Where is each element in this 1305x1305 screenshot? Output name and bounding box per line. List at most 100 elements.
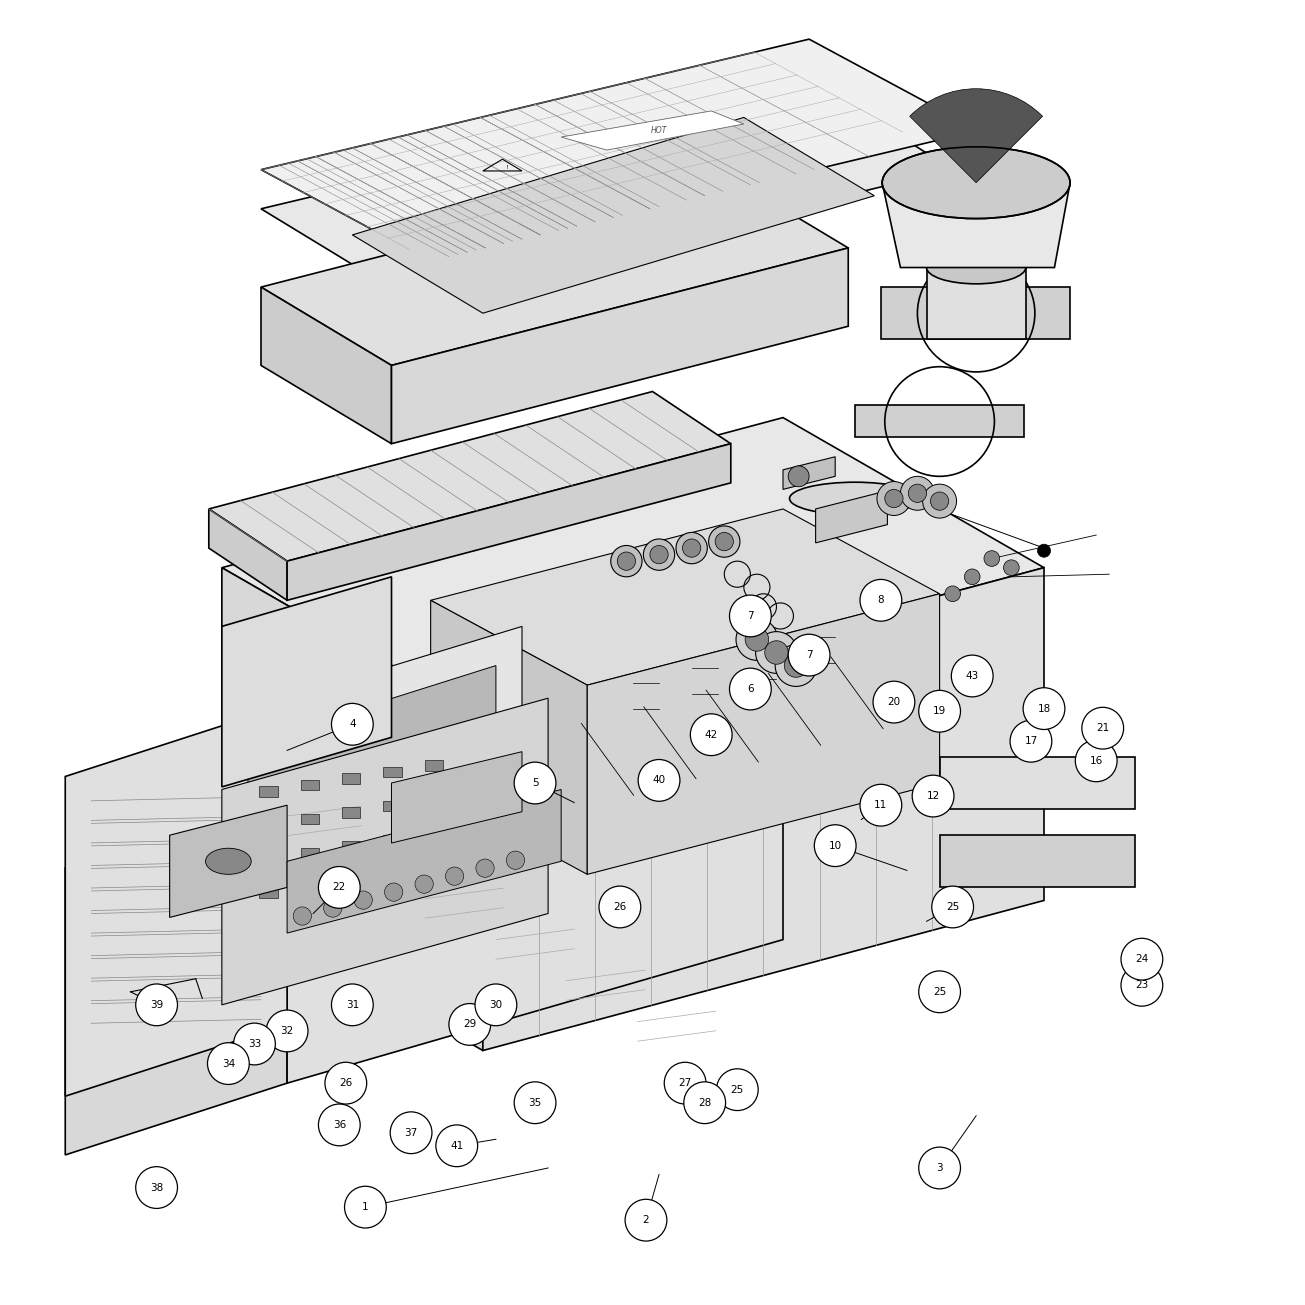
Text: 1: 1 bbox=[361, 1202, 369, 1212]
Text: 2: 2 bbox=[642, 1215, 650, 1225]
Circle shape bbox=[775, 645, 817, 686]
Polygon shape bbox=[222, 418, 1044, 718]
Circle shape bbox=[354, 891, 372, 910]
Ellipse shape bbox=[882, 147, 1070, 219]
Ellipse shape bbox=[927, 251, 1026, 284]
Polygon shape bbox=[881, 287, 1070, 339]
Text: 17: 17 bbox=[1024, 736, 1037, 746]
Circle shape bbox=[664, 1062, 706, 1104]
Text: 10: 10 bbox=[829, 840, 842, 851]
Text: 4: 4 bbox=[348, 719, 356, 729]
Bar bbox=[384, 869, 402, 880]
Circle shape bbox=[932, 886, 974, 928]
Circle shape bbox=[475, 984, 517, 1026]
Polygon shape bbox=[855, 405, 1024, 437]
Circle shape bbox=[643, 539, 675, 570]
Circle shape bbox=[324, 899, 342, 917]
Circle shape bbox=[684, 1082, 726, 1124]
Circle shape bbox=[1121, 964, 1163, 1006]
Circle shape bbox=[1010, 720, 1052, 762]
Text: 43: 43 bbox=[966, 671, 979, 681]
Text: 7: 7 bbox=[746, 611, 754, 621]
Polygon shape bbox=[65, 705, 287, 1096]
Ellipse shape bbox=[206, 848, 252, 874]
Circle shape bbox=[877, 482, 911, 515]
Circle shape bbox=[784, 654, 808, 677]
Bar bbox=[425, 793, 444, 804]
Polygon shape bbox=[287, 444, 731, 600]
Circle shape bbox=[788, 466, 809, 487]
Polygon shape bbox=[352, 117, 874, 313]
Text: 42: 42 bbox=[705, 729, 718, 740]
Bar bbox=[300, 780, 320, 791]
Text: 28: 28 bbox=[698, 1098, 711, 1108]
Polygon shape bbox=[882, 183, 1070, 268]
Circle shape bbox=[919, 971, 960, 1013]
Circle shape bbox=[756, 632, 797, 673]
Circle shape bbox=[1037, 544, 1051, 557]
Polygon shape bbox=[261, 78, 953, 300]
Polygon shape bbox=[940, 835, 1135, 887]
Wedge shape bbox=[910, 89, 1043, 183]
Text: 23: 23 bbox=[1135, 980, 1148, 990]
Text: 7: 7 bbox=[805, 650, 813, 660]
Polygon shape bbox=[392, 248, 848, 444]
Circle shape bbox=[266, 1010, 308, 1052]
Text: 8: 8 bbox=[877, 595, 885, 606]
Circle shape bbox=[385, 883, 403, 902]
Bar bbox=[300, 814, 320, 825]
Text: 26: 26 bbox=[613, 902, 626, 912]
Circle shape bbox=[1023, 688, 1065, 729]
Circle shape bbox=[984, 551, 1000, 566]
Circle shape bbox=[599, 886, 641, 928]
Text: 16: 16 bbox=[1090, 756, 1103, 766]
Circle shape bbox=[729, 668, 771, 710]
Polygon shape bbox=[209, 509, 287, 600]
Circle shape bbox=[234, 1023, 275, 1065]
Circle shape bbox=[683, 539, 701, 557]
Circle shape bbox=[715, 532, 733, 551]
Circle shape bbox=[908, 484, 927, 502]
Bar bbox=[384, 801, 402, 812]
Polygon shape bbox=[587, 594, 940, 874]
Circle shape bbox=[745, 628, 769, 651]
Polygon shape bbox=[222, 568, 483, 1051]
Polygon shape bbox=[65, 796, 287, 1155]
Text: 32: 32 bbox=[281, 1026, 294, 1036]
Text: 40: 40 bbox=[652, 775, 666, 786]
Polygon shape bbox=[783, 457, 835, 489]
Polygon shape bbox=[170, 805, 287, 917]
Circle shape bbox=[900, 476, 934, 510]
Polygon shape bbox=[483, 568, 1044, 1051]
Polygon shape bbox=[940, 757, 1135, 809]
Polygon shape bbox=[561, 111, 744, 150]
Circle shape bbox=[331, 984, 373, 1026]
Polygon shape bbox=[261, 39, 979, 261]
Bar bbox=[300, 848, 320, 859]
Bar bbox=[260, 786, 278, 796]
Bar bbox=[300, 882, 320, 893]
Circle shape bbox=[650, 545, 668, 564]
Circle shape bbox=[930, 492, 949, 510]
Bar bbox=[260, 855, 278, 865]
Circle shape bbox=[729, 595, 771, 637]
Text: 19: 19 bbox=[933, 706, 946, 716]
Bar bbox=[384, 766, 402, 778]
Polygon shape bbox=[222, 577, 392, 787]
Text: 33: 33 bbox=[248, 1039, 261, 1049]
Text: HOT: HOT bbox=[651, 127, 667, 134]
Circle shape bbox=[885, 489, 903, 508]
Circle shape bbox=[331, 703, 373, 745]
Circle shape bbox=[912, 775, 954, 817]
Text: 41: 41 bbox=[450, 1141, 463, 1151]
Bar bbox=[425, 829, 444, 839]
Text: 36: 36 bbox=[333, 1120, 346, 1130]
Bar bbox=[425, 863, 444, 873]
Ellipse shape bbox=[790, 483, 920, 515]
Circle shape bbox=[625, 1199, 667, 1241]
Polygon shape bbox=[431, 600, 587, 874]
Text: 25: 25 bbox=[946, 902, 959, 912]
Text: 25: 25 bbox=[933, 987, 946, 997]
Circle shape bbox=[476, 859, 495, 877]
Text: 3: 3 bbox=[936, 1163, 944, 1173]
